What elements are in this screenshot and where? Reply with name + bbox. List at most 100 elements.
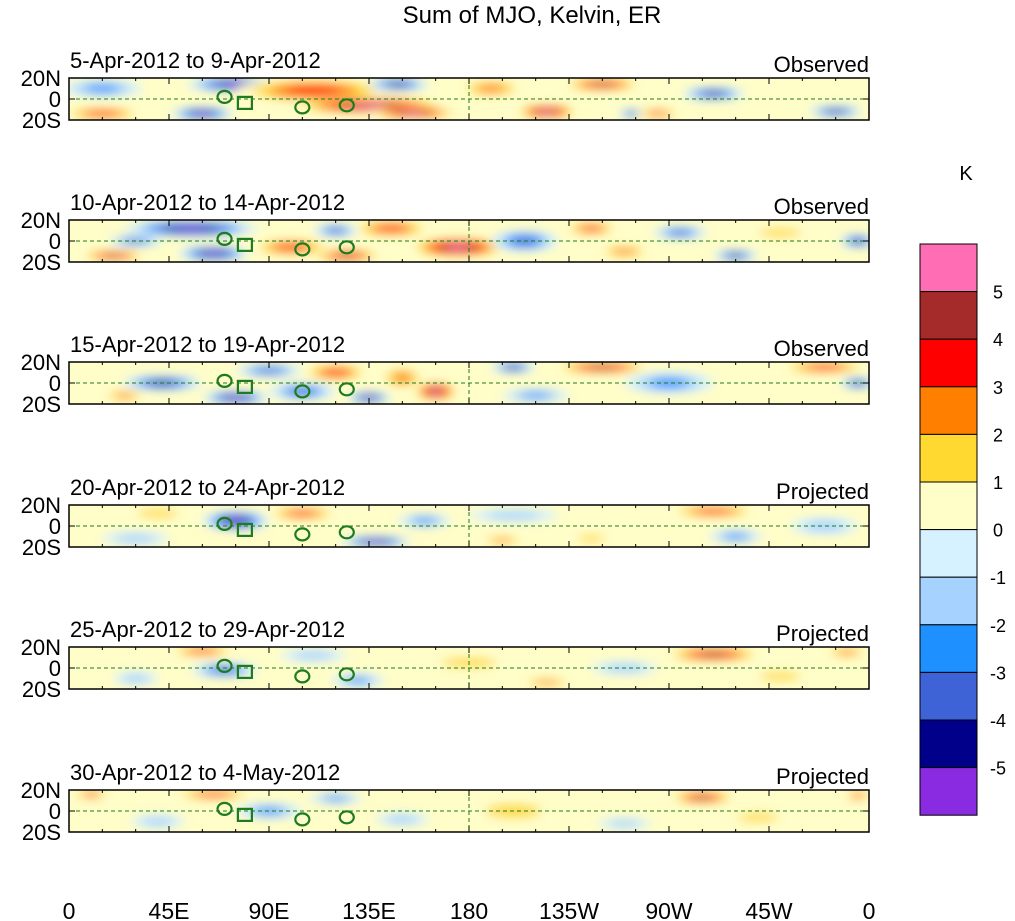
anomaly-contour bbox=[223, 82, 248, 87]
anomaly-contour bbox=[520, 392, 551, 399]
lon-tick-label: 180 bbox=[450, 898, 488, 921]
lon-tick-label: 135W bbox=[539, 898, 599, 921]
anomaly-contour bbox=[412, 517, 437, 524]
anomaly-contour bbox=[199, 792, 228, 797]
lon-tick-label: 45E bbox=[149, 898, 190, 921]
anomaly-contour bbox=[737, 813, 779, 822]
panel-status: Projected bbox=[776, 764, 869, 789]
anomaly-field bbox=[69, 790, 869, 832]
anomaly-contour bbox=[430, 389, 442, 394]
lat-tick-label: 20S bbox=[22, 535, 61, 560]
anomaly-contour bbox=[377, 225, 406, 232]
lat-tick-label: 0 bbox=[49, 87, 61, 112]
lat-tick-label: 0 bbox=[49, 656, 61, 681]
anomaly-contour bbox=[759, 228, 801, 237]
lon-tick-label: 90E bbox=[249, 898, 290, 921]
coastline-shape bbox=[216, 231, 233, 246]
colorbar-label: -3 bbox=[990, 663, 1006, 683]
lat-tick-label: 20N bbox=[21, 208, 61, 233]
coastline-shape bbox=[294, 527, 311, 542]
anomaly-contour bbox=[836, 649, 857, 655]
lat-tick-label: 20S bbox=[22, 820, 61, 845]
region-box bbox=[236, 237, 253, 252]
anomaly-contour bbox=[85, 792, 98, 796]
anomaly-contour bbox=[137, 509, 179, 518]
anomaly-contour bbox=[692, 795, 712, 800]
coastline-shape bbox=[338, 525, 355, 540]
anomaly-contour bbox=[141, 817, 175, 826]
panel-ticks bbox=[68, 504, 870, 548]
anomaly-contour bbox=[539, 109, 555, 114]
coastline-overlay bbox=[216, 373, 355, 399]
colorbar-label: -5 bbox=[990, 759, 1006, 779]
anomaly-contour bbox=[759, 672, 801, 681]
anomaly-contour bbox=[588, 365, 617, 370]
panel-status: Observed bbox=[774, 52, 869, 77]
colorbar-swatch bbox=[919, 243, 978, 293]
coastline-shape bbox=[338, 810, 355, 825]
anomaly-contour bbox=[103, 254, 123, 258]
anomaly-contour bbox=[649, 378, 689, 388]
lat-tick-label: 0 bbox=[49, 514, 61, 539]
anomaly-contour bbox=[612, 248, 637, 255]
panel-ticks bbox=[68, 219, 870, 263]
anomaly-contour bbox=[828, 110, 844, 114]
anomaly-contour bbox=[88, 111, 117, 116]
colorbar-swatch bbox=[919, 624, 978, 673]
anomaly-contour bbox=[175, 226, 208, 231]
colorbar-label: 3 bbox=[993, 378, 1003, 398]
coastline-shape bbox=[294, 100, 311, 115]
colorbar-label: -2 bbox=[990, 616, 1006, 636]
anomaly-contour bbox=[853, 793, 863, 797]
anomaly-contour bbox=[402, 111, 425, 115]
colorbar-swatch bbox=[919, 576, 978, 626]
coastline-shape bbox=[294, 242, 311, 257]
coastline-shape bbox=[294, 812, 311, 827]
lat-tick-label: 0 bbox=[49, 371, 61, 396]
anomaly-field bbox=[69, 362, 869, 404]
lon-tick-label: 90W bbox=[645, 898, 693, 921]
colorbar-swatch bbox=[919, 481, 978, 531]
colorbar-label: -1 bbox=[990, 568, 1006, 588]
lat-tick-label: 20N bbox=[21, 66, 61, 91]
anomaly-contour bbox=[704, 91, 723, 96]
coastline-shape bbox=[294, 384, 311, 399]
anomaly-contour bbox=[492, 538, 513, 543]
coastline-shape bbox=[294, 669, 311, 684]
panel-date-range: 5-Apr-2012 to 9-Apr-2012 bbox=[70, 48, 321, 73]
anomaly-contour bbox=[194, 112, 210, 116]
lon-tick-label: 135E bbox=[342, 898, 396, 921]
coastline-shape bbox=[216, 801, 233, 817]
panel-status: Observed bbox=[774, 336, 869, 361]
anomaly-contour bbox=[389, 82, 407, 87]
anomaly-contour bbox=[227, 396, 244, 400]
anomaly-contour bbox=[204, 251, 223, 256]
lon-tick-label: 0 bbox=[863, 898, 876, 921]
colorbar-swatch bbox=[919, 671, 978, 721]
panel-ticks bbox=[68, 361, 870, 405]
anomaly-contour bbox=[590, 82, 614, 87]
anomaly-field bbox=[69, 220, 869, 262]
coastline-overlay bbox=[216, 89, 355, 115]
anomaly-field bbox=[69, 505, 869, 547]
coastline-shape bbox=[216, 658, 233, 674]
lat-tick-label: 20N bbox=[21, 350, 61, 375]
anomaly-contour bbox=[277, 244, 306, 251]
anomaly-contour bbox=[852, 239, 863, 243]
anomaly-contour bbox=[121, 674, 150, 683]
coastline-overlay bbox=[216, 658, 355, 684]
anomaly-contour bbox=[323, 796, 348, 801]
region-box bbox=[236, 522, 253, 538]
anomaly-contour bbox=[350, 103, 388, 108]
lat-tick-label: 20N bbox=[21, 493, 61, 518]
panel-ticks bbox=[68, 789, 870, 833]
anomaly-contour bbox=[289, 511, 315, 516]
lat-tick-label: 0 bbox=[49, 229, 61, 254]
anomaly-contour bbox=[286, 86, 341, 95]
panel-date-range: 30-Apr-2012 to 4-May-2012 bbox=[70, 760, 340, 785]
